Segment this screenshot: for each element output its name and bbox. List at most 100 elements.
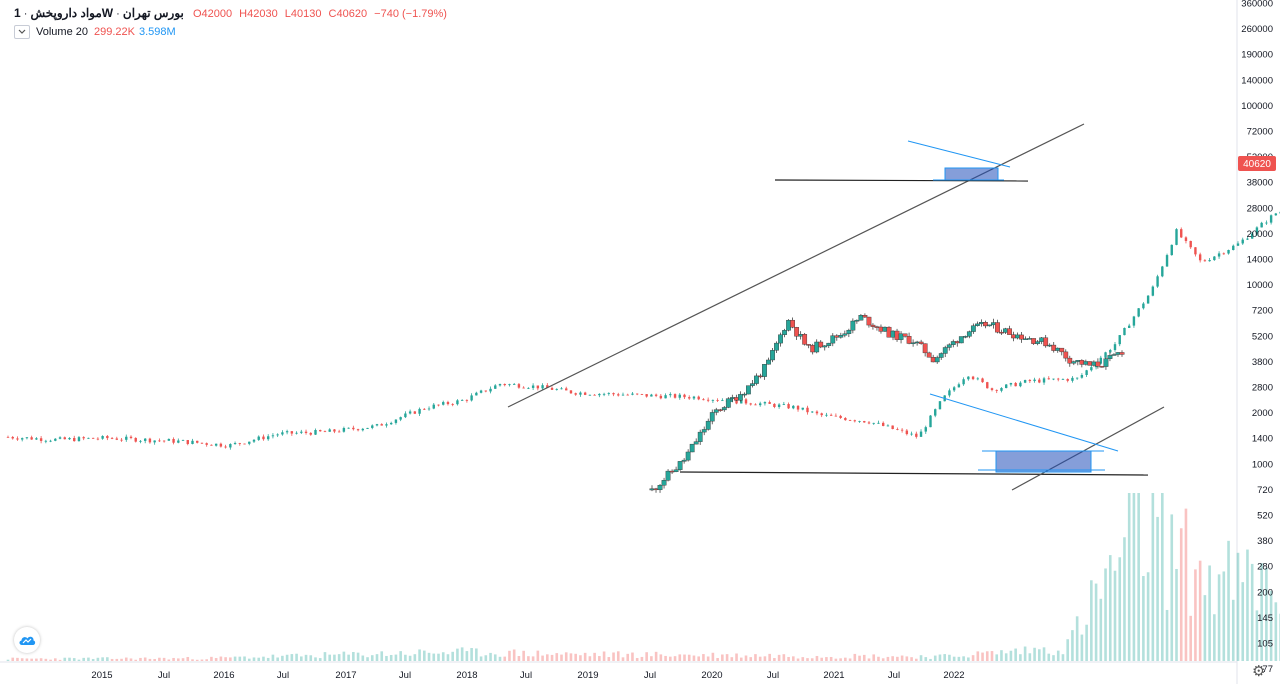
inset-candle-body	[665, 470, 671, 481]
candle-body	[20, 438, 24, 440]
volume-bar	[654, 651, 658, 661]
inset-candle-body	[725, 398, 731, 408]
price-tick-label: 77	[1262, 664, 1273, 675]
price-tick-label: 20000	[1247, 229, 1273, 240]
volume-bar	[919, 655, 923, 661]
candle-body	[654, 394, 658, 396]
time-tick-label: Jul	[277, 670, 289, 681]
candle-body	[323, 431, 327, 433]
volume-bar	[1132, 493, 1136, 661]
candle-body	[143, 438, 147, 441]
volume-label: Volume 20	[36, 26, 88, 38]
price-tick-label: 105	[1257, 639, 1273, 650]
volume-bar	[1038, 649, 1041, 661]
candle-body	[971, 376, 975, 380]
trendline-inset[interactable]	[1011, 406, 1165, 491]
candle-body	[35, 438, 38, 440]
candle-body	[16, 438, 19, 440]
volume-bar	[735, 653, 738, 661]
inset-candle-body	[1051, 344, 1057, 351]
candle-body	[583, 392, 587, 395]
volume-value: 299.22K	[93, 26, 135, 38]
volume-bar	[1146, 572, 1150, 661]
candle-body	[148, 438, 152, 443]
volume-bar	[777, 654, 781, 661]
collapse-legend-button[interactable]	[14, 25, 30, 39]
interval-label[interactable]: 1W	[14, 6, 114, 20]
tradingview-logo[interactable]	[14, 627, 40, 653]
candle-body	[650, 394, 653, 397]
volume-bar	[328, 654, 331, 661]
inset-candle-body	[669, 470, 675, 473]
price-tick-label: 1000	[1252, 459, 1273, 470]
inset-candle-body	[870, 324, 876, 327]
candle-body	[257, 436, 260, 440]
downtrend-line-inset[interactable]	[929, 393, 1119, 452]
candle-body	[186, 440, 189, 444]
candle-body	[1132, 316, 1136, 326]
candle-body	[957, 384, 961, 388]
candle-body	[740, 399, 743, 404]
candle-body	[1066, 379, 1069, 381]
volume-bar	[1104, 568, 1107, 661]
time-axis-labels[interactable]: 2015 Jul 2016 Jul 2017 Jul 2018 Jul 2019 Jul 2020 J…	[91, 670, 964, 681]
volume-bar	[687, 654, 691, 661]
volume-bar	[512, 649, 516, 661]
support-line-main[interactable]	[774, 179, 1029, 182]
inset-candle-body	[1059, 347, 1065, 353]
volume-bar	[1061, 654, 1065, 661]
volume-bar	[678, 654, 682, 661]
range-box-inset[interactable]	[995, 450, 1092, 473]
volume-bar	[1170, 514, 1174, 661]
inset-candle-body	[938, 353, 944, 358]
inset-candle-body	[1075, 360, 1081, 362]
volume-bar	[1213, 614, 1216, 661]
volume-bar	[35, 658, 38, 661]
inset-candle-body	[1003, 328, 1008, 333]
inset-candle-body	[966, 331, 972, 337]
candle-body	[990, 388, 994, 390]
candle-body	[541, 385, 544, 389]
downtrend-line-main[interactable]	[907, 140, 1011, 168]
time-tick-label: Jul	[399, 670, 411, 681]
volume-bar	[361, 655, 365, 661]
volume-bar	[1198, 560, 1202, 661]
candle-body	[214, 443, 218, 446]
volume-bar	[1208, 565, 1211, 661]
candle-body	[617, 394, 620, 396]
volume-bar	[158, 657, 161, 661]
candle-body	[986, 382, 989, 389]
candle-body	[806, 407, 809, 413]
candle-body	[744, 399, 748, 404]
candle-body	[87, 437, 90, 439]
inset-candle-body	[1011, 334, 1016, 339]
volume-bar	[247, 658, 251, 661]
price-tick-label: 38000	[1247, 178, 1273, 189]
volume-bar	[200, 659, 204, 661]
inset-candle-body	[754, 375, 759, 384]
candle-body	[588, 394, 592, 396]
candle-body	[30, 437, 33, 440]
volume-bar	[1047, 653, 1051, 661]
candle-body	[820, 413, 823, 416]
inset-candle-body	[681, 459, 687, 462]
gear-icon[interactable]: ⚙	[1252, 663, 1266, 680]
candle-body	[569, 390, 573, 394]
support-line-inset[interactable]	[679, 471, 1149, 476]
candle-body	[432, 404, 435, 409]
volume-bar	[839, 658, 842, 661]
candle-body	[1142, 303, 1145, 309]
symbol-name[interactable]: مواد داروپخش	[30, 6, 102, 20]
candle-body	[678, 394, 681, 398]
candle-body	[191, 440, 194, 444]
high-value: H42030	[239, 8, 278, 20]
volume-bar	[1099, 598, 1103, 661]
candle-body	[1165, 255, 1169, 267]
candle-body	[721, 400, 724, 402]
range-box-main[interactable]	[944, 167, 999, 181]
inset-candle-body	[1039, 337, 1045, 342]
candle-body	[63, 437, 66, 440]
inset-candle-body	[842, 333, 848, 336]
candle-body	[319, 430, 322, 432]
